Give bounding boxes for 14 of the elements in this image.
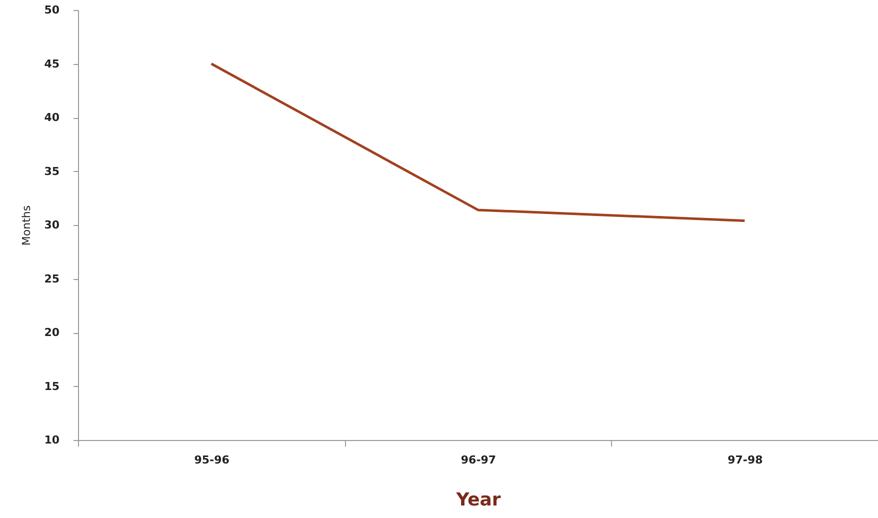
- x-tick-label: 96-97: [460, 454, 496, 466]
- y-tick-label: 35: [44, 164, 60, 178]
- y-tick-label: 45: [44, 57, 60, 70]
- y-tick-label: 30: [44, 218, 60, 232]
- y-tick-label: 40: [44, 111, 60, 124]
- x-axis-title: Year: [455, 490, 501, 510]
- y-tick-label: 50: [44, 4, 60, 16]
- y-tick-label: 20: [44, 326, 60, 339]
- y-tick-label: 15: [44, 380, 60, 393]
- y-tick-label: 10: [44, 434, 60, 446]
- x-tick-label: 95-96: [194, 454, 230, 466]
- x-tick-label: 97-98: [728, 454, 763, 466]
- y-tick-label: 25: [44, 272, 60, 286]
- y-axis-title: Months: [20, 205, 34, 246]
